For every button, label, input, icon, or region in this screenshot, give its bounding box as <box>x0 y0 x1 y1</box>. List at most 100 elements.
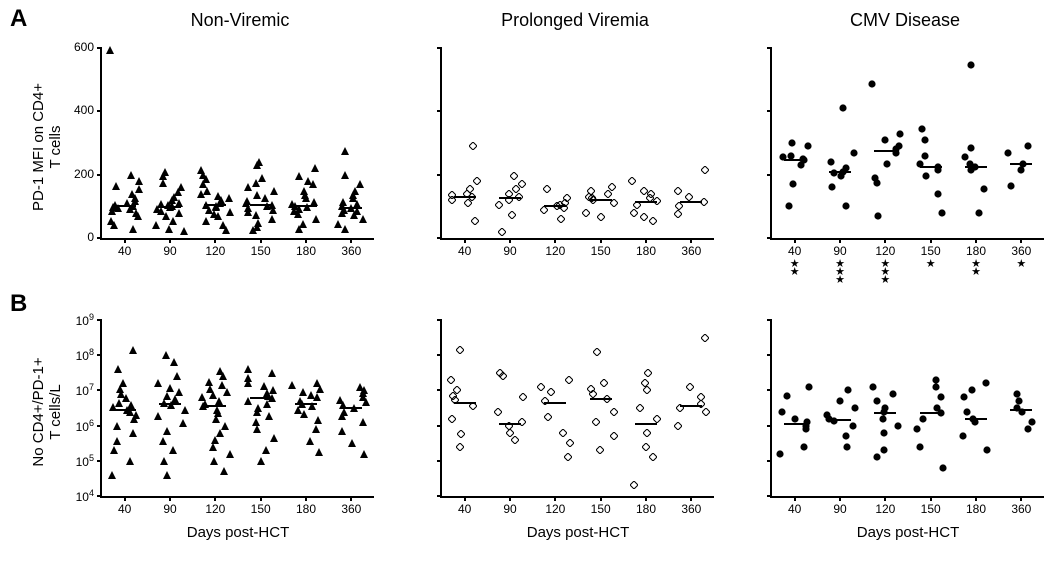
panel-label-B: B <box>10 290 27 318</box>
data-point <box>253 408 261 416</box>
data-point <box>1024 425 1032 433</box>
data-point <box>643 386 651 394</box>
data-point <box>873 179 881 187</box>
y-tick <box>767 460 772 462</box>
y-tick <box>437 460 442 462</box>
x-tick-label: 120 <box>870 244 900 258</box>
median-line <box>784 423 806 425</box>
data-point <box>448 415 456 423</box>
significance-stars: ★ ★ <box>780 260 810 276</box>
x-tick-label: 40 <box>110 244 140 258</box>
median-line <box>874 150 896 152</box>
plot-rowA-0: 02004006004090120150180360 <box>100 48 374 240</box>
x-tick-label: 150 <box>586 244 616 258</box>
data-point <box>299 388 307 396</box>
median-line <box>1010 409 1032 411</box>
median-line <box>544 402 566 404</box>
data-point <box>447 376 455 384</box>
data-point <box>543 185 551 193</box>
x-tick <box>124 238 126 243</box>
data-point <box>913 425 921 433</box>
data-point <box>934 190 942 198</box>
data-point <box>510 172 518 180</box>
median-line <box>784 159 806 161</box>
data-point <box>210 457 218 465</box>
data-point <box>348 439 356 447</box>
x-tick-label: 40 <box>110 502 140 516</box>
x-tick-label: 180 <box>631 244 661 258</box>
data-point <box>362 398 370 406</box>
data-point <box>1024 142 1032 150</box>
significance-stars: ★ ★ ★ <box>870 260 900 284</box>
median-line <box>829 419 851 421</box>
data-point <box>350 211 358 219</box>
y-tick-label: 0 <box>62 230 94 244</box>
x-tick <box>884 496 886 501</box>
x-tick-label: 360 <box>676 244 706 258</box>
data-point <box>805 383 813 391</box>
data-point <box>162 351 170 359</box>
data-point <box>644 369 652 377</box>
data-point <box>649 217 657 225</box>
data-point <box>630 209 638 217</box>
plot-rowB-1: 4090120150180360Days post-HCT <box>440 320 714 498</box>
data-point <box>849 422 857 430</box>
x-tick <box>260 496 262 501</box>
x-tick <box>464 496 466 501</box>
x-tick-label: 90 <box>155 502 185 516</box>
data-point <box>896 130 904 138</box>
data-point <box>257 457 265 465</box>
y-tick <box>767 110 772 112</box>
x-tick-label: 90 <box>155 244 185 258</box>
y-tick <box>767 354 772 356</box>
data-point <box>980 185 988 193</box>
y-tick <box>97 110 102 112</box>
x-tick-label: 120 <box>870 502 900 516</box>
data-point <box>828 183 836 191</box>
col-title-2: CMV Disease <box>755 10 1050 31</box>
data-point <box>566 439 574 447</box>
data-point <box>921 136 929 144</box>
y-tick-label: 400 <box>62 103 94 117</box>
y-tick <box>437 389 442 391</box>
data-point <box>338 209 346 217</box>
data-point <box>169 446 177 454</box>
data-point <box>464 199 472 207</box>
x-tick <box>600 496 602 501</box>
data-point <box>960 393 968 401</box>
median-line <box>544 205 566 207</box>
data-point <box>312 215 320 223</box>
data-point <box>456 443 464 451</box>
data-point <box>225 194 233 202</box>
data-point <box>874 212 882 220</box>
x-tick <box>350 238 352 243</box>
data-point <box>244 365 252 373</box>
x-tick-label: 90 <box>825 502 855 516</box>
data-point <box>253 161 261 169</box>
data-point <box>302 194 310 202</box>
data-point <box>511 436 519 444</box>
y-tick <box>437 319 442 321</box>
data-point <box>776 450 784 458</box>
x-tick-label: 150 <box>586 502 616 516</box>
x-tick-label: 360 <box>336 244 366 258</box>
data-point <box>600 379 608 387</box>
x-tick-label: 90 <box>495 244 525 258</box>
data-point <box>262 446 270 454</box>
x-tick-label: 120 <box>200 502 230 516</box>
data-point <box>314 416 322 424</box>
data-point <box>270 187 278 195</box>
data-point <box>268 369 276 377</box>
data-point <box>113 437 121 445</box>
data-point <box>129 346 137 354</box>
median-line <box>295 403 317 405</box>
data-point <box>197 190 205 198</box>
x-tick-label: 360 <box>1006 502 1036 516</box>
data-point <box>797 161 805 169</box>
data-point <box>674 210 682 218</box>
x-tick <box>554 238 556 243</box>
data-point <box>844 386 852 394</box>
data-point <box>640 213 648 221</box>
x-tick <box>645 238 647 243</box>
data-point <box>270 434 278 442</box>
